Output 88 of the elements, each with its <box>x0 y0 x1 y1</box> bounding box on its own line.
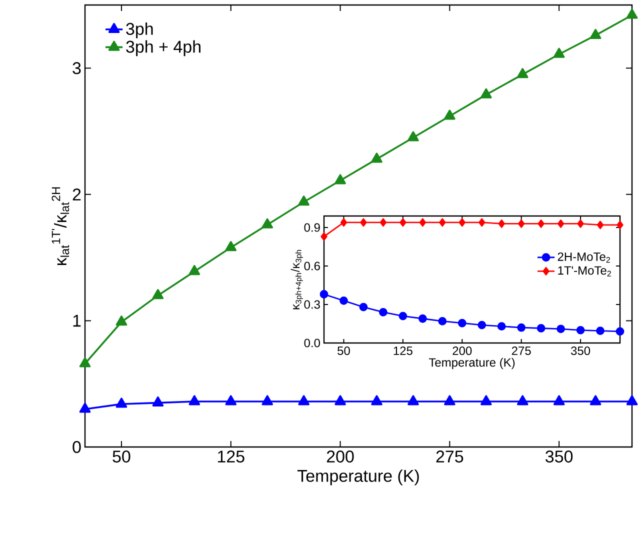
point <box>497 322 506 331</box>
point <box>400 218 406 227</box>
point <box>188 395 200 406</box>
point <box>480 88 492 98</box>
point <box>79 357 91 368</box>
point <box>262 395 273 406</box>
point <box>498 220 505 228</box>
point <box>79 402 91 413</box>
point <box>340 218 348 227</box>
x-tick-label: 350 <box>546 450 573 463</box>
point <box>334 174 346 184</box>
point <box>557 220 564 228</box>
x-tick-label: 125 <box>218 450 244 463</box>
point <box>590 395 602 406</box>
point <box>188 265 200 276</box>
point <box>516 68 528 78</box>
legend-label: 3ph <box>126 22 153 38</box>
y-tick-label: 0.6 <box>304 262 320 270</box>
point <box>576 326 585 334</box>
point <box>398 312 408 320</box>
point <box>418 314 427 323</box>
x-tick-label: 200 <box>452 346 472 356</box>
point <box>556 324 566 334</box>
point <box>616 220 624 230</box>
y-tick-label: 1 <box>73 314 81 327</box>
x-tick-label: 50 <box>112 450 130 463</box>
point <box>596 220 604 230</box>
x-axis-title: Temperature (K) <box>297 469 419 486</box>
point <box>340 296 348 305</box>
x-tick-label: 275 <box>436 450 464 463</box>
point <box>320 290 328 298</box>
point <box>553 395 565 406</box>
point <box>458 218 466 227</box>
legend-label: 3ph + 4ph <box>126 40 200 56</box>
point <box>152 396 164 406</box>
point <box>225 241 237 252</box>
point <box>478 320 486 330</box>
x-tick-label: 350 <box>570 346 590 356</box>
point <box>419 218 426 227</box>
y-tick-label: 3 <box>72 62 81 74</box>
point <box>536 324 546 332</box>
point <box>516 395 528 406</box>
point <box>116 398 128 408</box>
y-axis-title: κ$_{lat}$$^{1T'}$/κ$_{lat}$2H <box>52 187 70 265</box>
point <box>553 48 565 58</box>
point <box>371 395 382 406</box>
point <box>480 395 492 406</box>
point <box>371 152 382 163</box>
legend-label: 2H-MoTe$_{2}$ <box>558 252 610 263</box>
point <box>577 220 584 228</box>
point <box>379 308 388 316</box>
point <box>478 218 486 227</box>
x-tick-label: 50 <box>338 346 350 356</box>
x-tick-label: 200 <box>326 450 354 463</box>
y-tick-label: 0.9 <box>304 223 320 232</box>
point <box>225 395 237 406</box>
point <box>596 326 604 336</box>
legend-label: 1T'-MoTe$_{2}$ <box>558 266 611 276</box>
point <box>334 395 346 406</box>
point <box>262 218 273 228</box>
point <box>616 327 624 336</box>
point <box>517 323 526 332</box>
point <box>538 220 544 228</box>
y-tick-label: 2 <box>72 188 81 200</box>
y-axis-title: κ$_{3ph+4ph}$/κ$_{3ph}$ <box>290 250 303 310</box>
point <box>408 131 419 142</box>
x-axis-title: Temperature (K) <box>428 358 515 370</box>
point <box>444 395 456 406</box>
point <box>320 232 328 241</box>
point <box>116 316 128 326</box>
point <box>439 218 446 227</box>
point <box>380 218 387 227</box>
y-tick-label: 0.3 <box>304 300 320 309</box>
x-tick-label: 125 <box>394 346 412 356</box>
point <box>152 289 164 300</box>
point <box>458 318 466 328</box>
y-tick-label: 0.0 <box>304 338 320 348</box>
y-tick-label: 0 <box>72 440 81 454</box>
point <box>408 395 419 406</box>
x-tick-label: 275 <box>512 346 531 356</box>
point <box>590 28 602 39</box>
point <box>360 218 367 227</box>
point <box>518 220 525 228</box>
point <box>438 316 447 326</box>
point <box>359 302 368 312</box>
point <box>298 196 310 206</box>
point <box>298 395 310 406</box>
point <box>444 110 456 120</box>
